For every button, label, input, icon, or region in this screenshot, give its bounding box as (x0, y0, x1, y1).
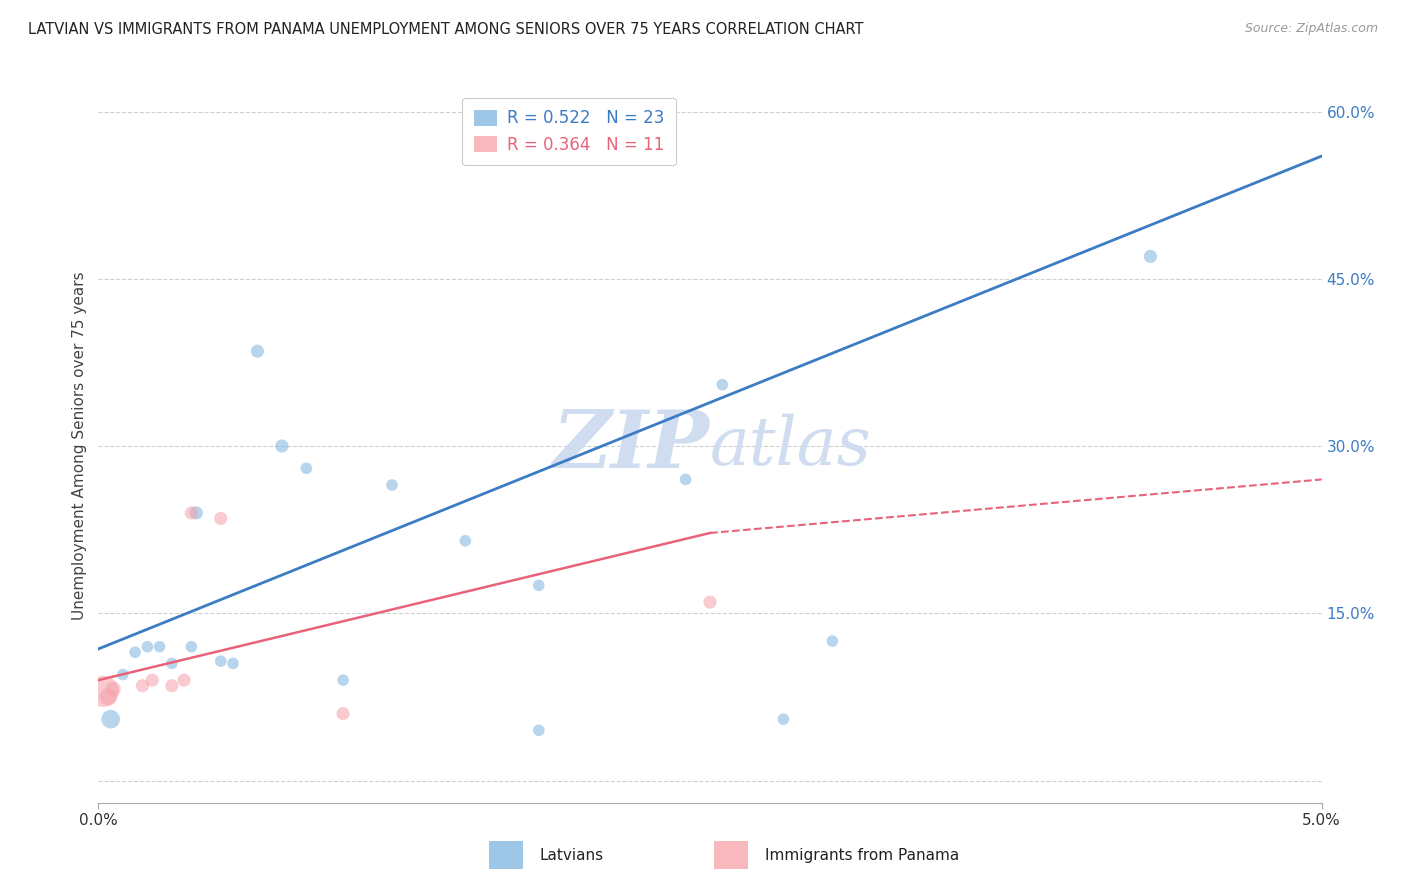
Point (454, 533, 477, 548)
Point (527, 723, 550, 738)
Point (180, 506, 202, 520)
Text: Immigrants from Panama: Immigrants from Panama (765, 847, 959, 863)
Point (124, 645, 146, 659)
Text: ZIP: ZIP (553, 408, 710, 484)
Point (131, 679, 153, 693)
Point (675, 473, 697, 487)
Point (295, 461, 318, 475)
Point (160, 657, 183, 671)
Point (101, 681, 124, 696)
Text: Source: ZipAtlas.com: Source: ZipAtlas.com (1244, 22, 1378, 36)
Point (270, 439, 292, 453)
Point (100, 712, 122, 726)
Point (222, 657, 245, 671)
Point (1139, 250, 1161, 264)
Point (186, 506, 208, 520)
Bar (714, 840, 748, 869)
Y-axis label: Unemployment Among Seniors over 75 years: Unemployment Among Seniors over 75 years (72, 272, 87, 620)
Point (149, 640, 172, 654)
Point (772, 712, 794, 726)
Bar (489, 840, 523, 869)
Text: atlas: atlas (710, 413, 872, 479)
Point (209, 654, 232, 668)
Point (821, 634, 844, 648)
Point (91, 684, 114, 698)
Text: LATVIAN VS IMMIGRANTS FROM PANAMA UNEMPLOYMENT AMONG SENIORS OVER 75 YEARS CORRE: LATVIAN VS IMMIGRANTS FROM PANAMA UNEMPL… (28, 22, 863, 37)
Point (180, 640, 202, 654)
Point (209, 511, 232, 525)
Point (173, 673, 195, 687)
Point (160, 679, 183, 693)
Text: Latvians: Latvians (540, 847, 605, 863)
Point (136, 640, 159, 654)
Point (699, 595, 721, 609)
Legend: R = 0.522   N = 23, R = 0.364   N = 11: R = 0.522 N = 23, R = 0.364 N = 11 (463, 97, 676, 165)
Point (111, 667, 134, 681)
Point (711, 377, 734, 392)
Point (246, 344, 269, 359)
Point (332, 706, 354, 721)
Point (97, 690, 120, 704)
Point (527, 578, 550, 592)
Point (141, 673, 163, 687)
Point (381, 478, 404, 492)
Point (332, 673, 354, 687)
